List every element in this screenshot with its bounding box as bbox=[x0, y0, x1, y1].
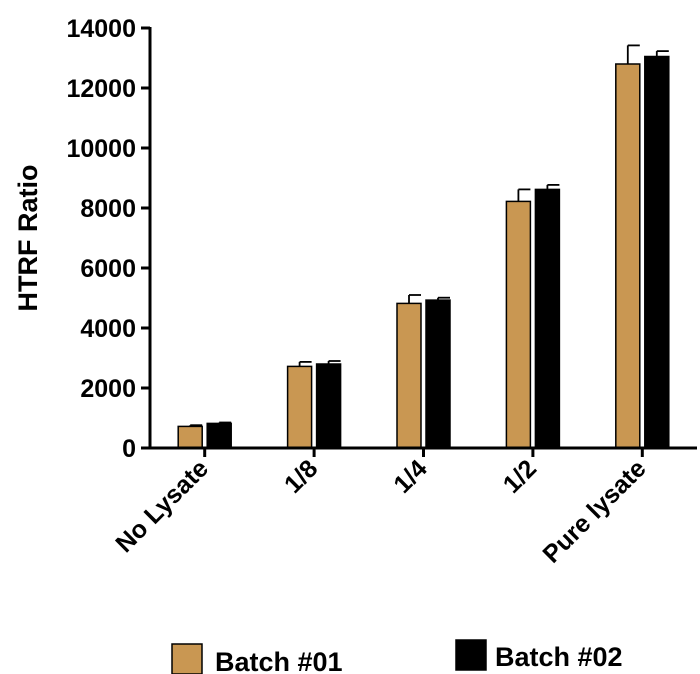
y-tick-label: 0 bbox=[122, 435, 136, 463]
y-tick-label: 4000 bbox=[80, 315, 136, 343]
x-tick-label: Pure lysate bbox=[537, 454, 651, 568]
error-bars-layer bbox=[189, 44, 669, 427]
x-tick-label: 1/4 bbox=[388, 454, 432, 498]
x-tick-label: No Lysate bbox=[110, 454, 214, 558]
y-tick-label: 12000 bbox=[66, 75, 136, 103]
bar-batch-01-2 bbox=[396, 302, 422, 449]
bar-batch-02-2 bbox=[425, 299, 451, 449]
y-tick-label: 14000 bbox=[66, 15, 136, 43]
bar-batch-01-4 bbox=[615, 63, 641, 449]
legend: Batch #01 Batch #02 bbox=[171, 639, 623, 674]
x-tick-label: 1/2 bbox=[498, 454, 542, 498]
y-tick-label: 2000 bbox=[80, 375, 136, 403]
legend-swatch-1 bbox=[171, 643, 203, 674]
bar-batch-01-1 bbox=[286, 365, 313, 449]
y-tick-label: 6000 bbox=[80, 255, 136, 283]
bar-batch-02-1 bbox=[315, 363, 342, 449]
bar-batch-01-0 bbox=[177, 425, 203, 449]
x-tick-label: 1/8 bbox=[279, 454, 323, 498]
y-tick-label: 8000 bbox=[80, 195, 136, 223]
bar-batch-01-3 bbox=[505, 200, 532, 449]
bars-layer bbox=[177, 55, 670, 449]
y-axis-title: HTRF Ratio bbox=[13, 165, 43, 312]
legend-swatch-2 bbox=[455, 639, 487, 671]
bar-batch-02-3 bbox=[534, 188, 561, 449]
bar-batch-02-0 bbox=[206, 422, 232, 449]
legend-label-1: Batch #01 bbox=[215, 647, 343, 674]
legend-label-2: Batch #02 bbox=[495, 642, 623, 672]
y-ticks: 0 2000 4000 6000 8000 10000 12000 14000 bbox=[66, 15, 150, 463]
bar-batch-02-4 bbox=[644, 55, 670, 449]
y-tick-label: 10000 bbox=[66, 135, 136, 163]
